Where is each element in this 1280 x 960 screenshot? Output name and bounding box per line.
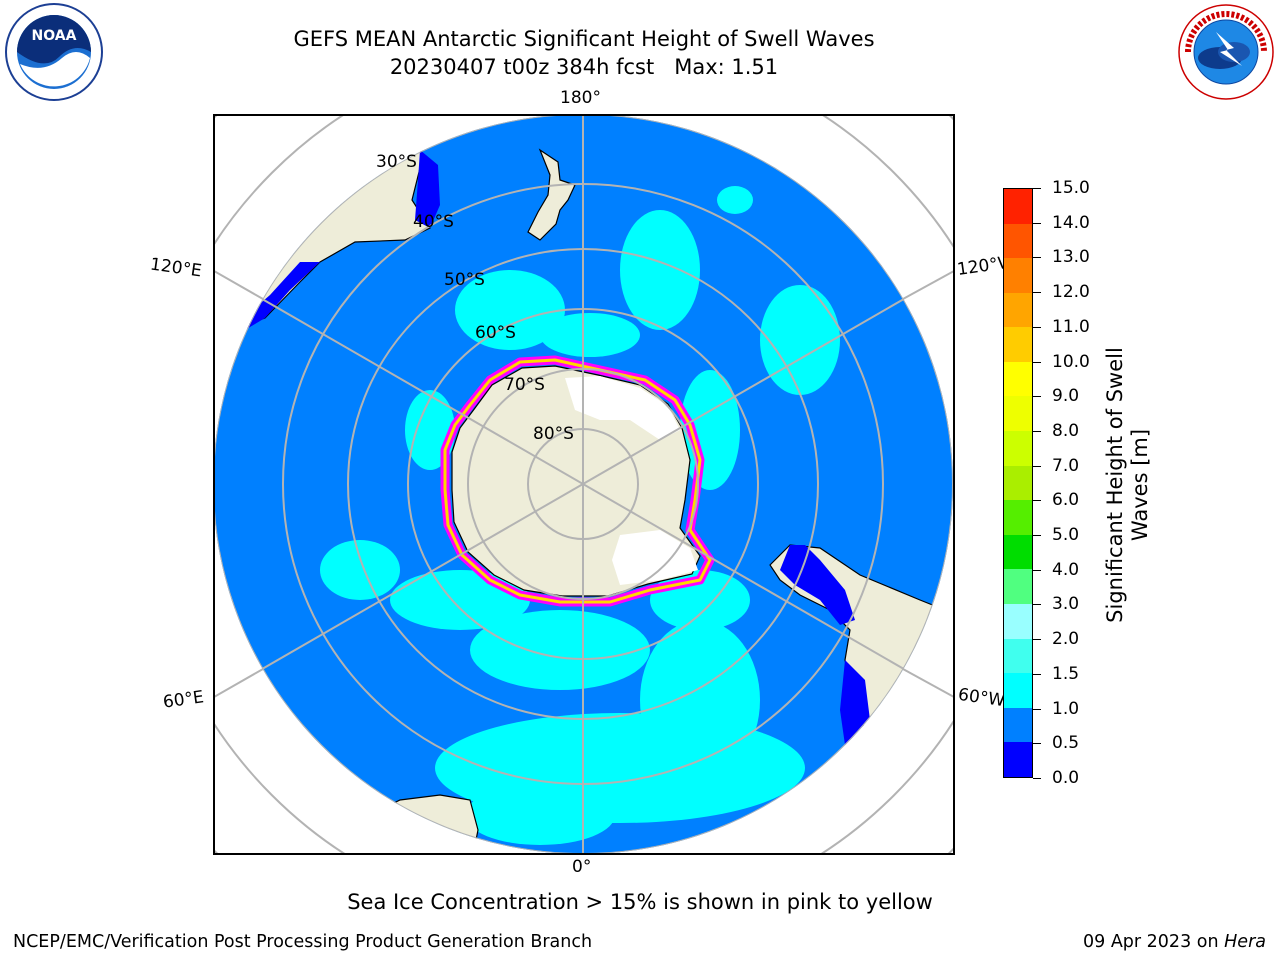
colorbar-tick bbox=[1033, 465, 1041, 467]
colorbar bbox=[1003, 188, 1033, 778]
colorbar-tick bbox=[1033, 326, 1041, 328]
colorbar-tick bbox=[1033, 708, 1041, 710]
graticule-outer bbox=[214, 115, 954, 854]
colorbar-tick bbox=[1033, 569, 1041, 571]
lon-label-180: 180° bbox=[560, 88, 601, 108]
chart-subtitle: 20230407 t00z 384h fcst Max: 1.51 bbox=[389, 55, 779, 79]
colorbar-tick-label: 13.0 bbox=[1052, 247, 1090, 268]
lat-label-70s: 70°S bbox=[504, 375, 545, 395]
chart-title: GEFS MEAN Antarctic Significant Height o… bbox=[293, 27, 875, 51]
colorbar-tick-label: 15.0 bbox=[1052, 178, 1090, 198]
noaa-logo: NOAA bbox=[5, 3, 103, 101]
colorbar-tick bbox=[1033, 673, 1041, 675]
colorbar-tick-label: 11.0 bbox=[1052, 316, 1090, 337]
colorbar-segment bbox=[1004, 258, 1032, 293]
noaa-logo-text: NOAA bbox=[32, 28, 77, 44]
colorbar-tick-label: 5.0 bbox=[1052, 525, 1080, 546]
colorbar-label: Significant Height of Swell Waves [m] bbox=[1103, 315, 1153, 655]
colorbar-tick bbox=[1033, 535, 1041, 537]
colorbar-tick bbox=[1033, 639, 1041, 641]
graticule bbox=[214, 115, 953, 854]
colorbar-tick-label: 7.0 bbox=[1052, 455, 1080, 476]
colorbar-tick bbox=[1033, 222, 1041, 224]
colorbar-tick-label: 1.0 bbox=[1052, 698, 1080, 719]
colorbar-tick-label: 0.5 bbox=[1052, 733, 1080, 754]
colorbar-segment bbox=[1004, 569, 1032, 605]
colorbar-tick-label: 8.0 bbox=[1052, 420, 1080, 441]
colorbar-segment bbox=[1004, 500, 1032, 535]
colorbar-segment bbox=[1004, 396, 1032, 432]
colorbar-segment bbox=[1004, 604, 1032, 639]
colorbar-tick bbox=[1033, 292, 1041, 294]
colorbar-tick-label: 1.5 bbox=[1052, 663, 1080, 684]
colorbar-tick-label: 4.0 bbox=[1052, 559, 1080, 580]
credit-text: NCEP/EMC/Verification Post Processing Pr… bbox=[13, 932, 593, 952]
nws-logo bbox=[1178, 4, 1274, 100]
colorbar-tick-label: 3.0 bbox=[1052, 594, 1080, 615]
colorbar-label-line2: Waves [m] bbox=[1128, 428, 1152, 542]
ronne-ice-shelf bbox=[612, 530, 698, 585]
colorbar-tick-label: 14.0 bbox=[1052, 212, 1090, 233]
colorbar-tick-label: 9.0 bbox=[1052, 386, 1080, 407]
colorbar-tick bbox=[1033, 743, 1041, 745]
colorbar-segment bbox=[1004, 673, 1032, 708]
coastal-low-swell bbox=[235, 150, 870, 745]
colorbar-segment bbox=[1004, 431, 1032, 466]
colorbar-tick-label: 2.0 bbox=[1052, 629, 1080, 650]
colorbar-tick bbox=[1033, 604, 1041, 606]
colorbar-tick-label: 12.0 bbox=[1052, 282, 1090, 303]
map-frame bbox=[213, 114, 955, 855]
colorbar-segment bbox=[1004, 534, 1032, 570]
run-date: 09 Apr 2023 on Hera bbox=[1083, 932, 1266, 952]
lat-label-40s: 40°S bbox=[413, 212, 454, 232]
colorbar-tick bbox=[1033, 500, 1041, 502]
lat-label-50s: 50°S bbox=[444, 270, 485, 290]
colorbar-segment bbox=[1004, 327, 1032, 362]
colorbar-segment bbox=[1004, 188, 1032, 224]
colorbar-tick bbox=[1033, 361, 1041, 363]
colorbar-segment bbox=[1004, 292, 1032, 328]
ross-ice-shelf bbox=[565, 376, 680, 440]
lon-label-0: 0° bbox=[572, 857, 592, 877]
sea-ice-inner bbox=[443, 358, 712, 604]
machine-name: Hera bbox=[1224, 932, 1266, 952]
colorbar-tick bbox=[1033, 396, 1041, 398]
lat-label-80s: 80°S bbox=[533, 424, 574, 444]
colorbar-ticks: 0.0 0.5 1.0 1.5 2.0 3.0 4.0 5.0 6.0 7.0 8.0 9.0 10.0… bbox=[1033, 178, 1113, 788]
colorbar-segment bbox=[1004, 742, 1032, 777]
colorbar-segment bbox=[1004, 638, 1032, 674]
colorbar-segment bbox=[1004, 707, 1032, 743]
run-date-text: 09 Apr 2023 on bbox=[1083, 932, 1225, 952]
colorbar-tick bbox=[1033, 188, 1041, 189]
colorbar-label-line1: Significant Height of Swell bbox=[1103, 347, 1127, 623]
lat-label-30s: 30°S bbox=[376, 152, 417, 172]
colorbar-tick bbox=[1033, 778, 1041, 779]
colorbar-tick bbox=[1033, 430, 1041, 432]
swell-patches bbox=[320, 186, 840, 845]
colorbar-segment bbox=[1004, 465, 1032, 501]
sea-ice-note: Sea Ice Concentration > 15% is shown in … bbox=[347, 890, 933, 914]
colorbar-tick-label: 6.0 bbox=[1052, 490, 1080, 511]
lat-label-60s: 60°S bbox=[475, 323, 516, 343]
colorbar-tick-label: 10.0 bbox=[1052, 351, 1090, 372]
colorbar-tick-label: 0.0 bbox=[1052, 768, 1080, 788]
colorbar-tick bbox=[1033, 257, 1041, 259]
colorbar-segment bbox=[1004, 361, 1032, 397]
colorbar-segment bbox=[1004, 223, 1032, 259]
